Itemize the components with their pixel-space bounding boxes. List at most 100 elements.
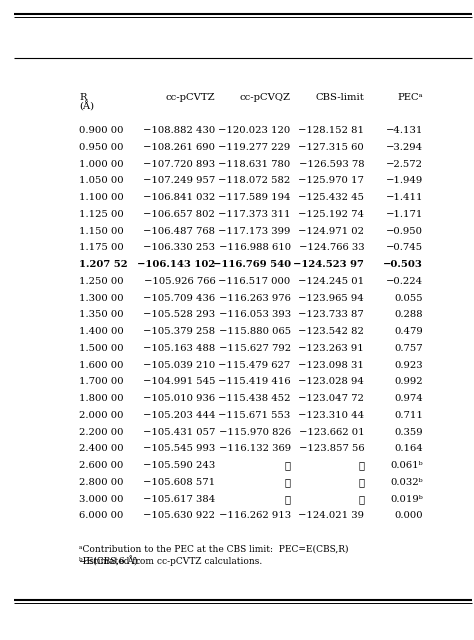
Text: −115.970 826: −115.970 826: [219, 428, 291, 436]
Text: −125.432 45: −125.432 45: [298, 193, 364, 202]
Text: −115.438 452: −115.438 452: [218, 394, 291, 403]
Text: −116.263 976: −116.263 976: [219, 294, 291, 303]
Text: −106.657 802: −106.657 802: [144, 210, 215, 219]
Text: −115.880 065: −115.880 065: [219, 327, 291, 336]
Text: −105.528 293: −105.528 293: [143, 310, 215, 319]
Text: −107.249 957: −107.249 957: [143, 177, 215, 186]
Text: −105.010 936: −105.010 936: [143, 394, 215, 403]
Text: −116.132 369: −116.132 369: [219, 444, 291, 453]
Text: −124.245 01: −124.245 01: [298, 277, 364, 286]
Text: 1.700 00: 1.700 00: [80, 378, 124, 387]
Text: ᵃContribution to the PEC at the CBS limit:  PEC=E(CBS,R): ᵃContribution to the PEC at the CBS limi…: [80, 545, 349, 554]
Text: −115.671 553: −115.671 553: [219, 411, 291, 420]
Text: −3.294: −3.294: [386, 143, 423, 152]
Text: 6.000 00: 6.000 00: [80, 511, 124, 520]
Text: 0.288: 0.288: [394, 310, 423, 319]
Text: −105.379 258: −105.379 258: [143, 327, 215, 336]
Text: −123.047 72: −123.047 72: [298, 394, 364, 403]
Text: 0.711: 0.711: [394, 411, 423, 420]
Text: ⋯: ⋯: [358, 478, 364, 487]
Text: −128.152 81: −128.152 81: [298, 126, 364, 135]
Text: −116.988 610: −116.988 610: [219, 243, 291, 252]
Text: −105.590 243: −105.590 243: [143, 461, 215, 470]
Text: −108.261 690: −108.261 690: [143, 143, 215, 152]
Text: −1.171: −1.171: [385, 210, 423, 219]
Text: ⋯: ⋯: [285, 461, 291, 470]
Text: 1.175 00: 1.175 00: [80, 243, 124, 252]
Text: −0.745: −0.745: [386, 243, 423, 252]
Text: 0.000: 0.000: [394, 511, 423, 520]
Text: CBS-limit: CBS-limit: [315, 93, 364, 102]
Text: −123.662 01: −123.662 01: [299, 428, 364, 436]
Text: 0.757: 0.757: [394, 344, 423, 353]
Text: −105.617 384: −105.617 384: [143, 495, 215, 504]
Text: 2.000 00: 2.000 00: [80, 411, 124, 420]
Text: 1.100 00: 1.100 00: [80, 193, 124, 202]
Text: 1.207 52: 1.207 52: [80, 260, 128, 269]
Text: −120.023 120: −120.023 120: [219, 126, 291, 135]
Text: 0.479: 0.479: [394, 327, 423, 336]
Text: 0.950 00: 0.950 00: [80, 143, 124, 152]
Text: −125.970 17: −125.970 17: [298, 177, 364, 186]
Text: 2.400 00: 2.400 00: [80, 444, 124, 453]
Text: 1.000 00: 1.000 00: [80, 159, 124, 168]
Text: 0.359: 0.359: [394, 428, 423, 436]
Text: −123.098 31: −123.098 31: [298, 361, 364, 370]
Text: −105.039 210: −105.039 210: [143, 361, 215, 370]
Text: −116.769 540: −116.769 540: [212, 260, 291, 269]
Text: −119.277 229: −119.277 229: [219, 143, 291, 152]
Text: 0.992: 0.992: [394, 378, 423, 387]
Text: 0.164: 0.164: [394, 444, 423, 453]
Text: −115.627 792: −115.627 792: [219, 344, 291, 353]
Text: −106.841 032: −106.841 032: [143, 193, 215, 202]
Text: −E(CBS,6 Å).: −E(CBS,6 Å).: [80, 556, 141, 566]
Text: −105.431 057: −105.431 057: [143, 428, 215, 436]
Text: −106.330 253: −106.330 253: [143, 243, 215, 252]
Text: −126.593 78: −126.593 78: [299, 159, 364, 168]
Text: 1.350 00: 1.350 00: [80, 310, 124, 319]
Text: −115.419 416: −115.419 416: [218, 378, 291, 387]
Text: 1.500 00: 1.500 00: [80, 344, 124, 353]
Text: PECᵃ: PECᵃ: [397, 93, 423, 102]
Text: −117.173 399: −117.173 399: [219, 227, 291, 236]
Text: −123.263 91: −123.263 91: [299, 344, 364, 353]
Text: −116.053 393: −116.053 393: [219, 310, 291, 319]
Text: −123.857 56: −123.857 56: [299, 444, 364, 453]
Text: 0.061ᵇ: 0.061ᵇ: [390, 461, 423, 470]
Text: −0.224: −0.224: [386, 277, 423, 286]
Text: −1.411: −1.411: [385, 193, 423, 202]
Text: −105.709 436: −105.709 436: [143, 294, 215, 303]
Text: −105.630 922: −105.630 922: [143, 511, 215, 520]
Text: −117.589 194: −117.589 194: [218, 193, 291, 202]
Text: ⋯: ⋯: [285, 495, 291, 504]
Text: −124.971 02: −124.971 02: [298, 227, 364, 236]
Text: −124.523 97: −124.523 97: [293, 260, 364, 269]
Text: −125.192 74: −125.192 74: [298, 210, 364, 219]
Text: ⋯: ⋯: [358, 461, 364, 470]
Text: −105.203 444: −105.203 444: [143, 411, 215, 420]
Text: −123.542 82: −123.542 82: [298, 327, 364, 336]
Text: −105.608 571: −105.608 571: [143, 478, 215, 487]
Text: 1.150 00: 1.150 00: [80, 227, 124, 236]
Text: ⋯: ⋯: [358, 495, 364, 504]
Text: ⋯: ⋯: [285, 478, 291, 487]
Text: 1.400 00: 1.400 00: [80, 327, 124, 336]
Text: 1.600 00: 1.600 00: [80, 361, 124, 370]
Text: −1.949: −1.949: [386, 177, 423, 186]
Text: −106.487 768: −106.487 768: [143, 227, 215, 236]
Text: −123.965 94: −123.965 94: [299, 294, 364, 303]
Text: −105.545 993: −105.545 993: [143, 444, 215, 453]
Text: −4.131: −4.131: [385, 126, 423, 135]
Text: −0.950: −0.950: [386, 227, 423, 236]
Text: 0.974: 0.974: [394, 394, 423, 403]
Text: 0.055: 0.055: [394, 294, 423, 303]
Text: −127.315 60: −127.315 60: [299, 143, 364, 152]
Text: 0.019ᵇ: 0.019ᵇ: [390, 495, 423, 504]
Text: 0.900 00: 0.900 00: [80, 126, 124, 135]
Text: 0.032ᵇ: 0.032ᵇ: [390, 478, 423, 487]
Text: −108.882 430: −108.882 430: [143, 126, 215, 135]
Text: R: R: [80, 93, 87, 102]
Text: −123.310 44: −123.310 44: [298, 411, 364, 420]
Text: 2.600 00: 2.600 00: [80, 461, 124, 470]
Text: cc-pCVTZ: cc-pCVTZ: [166, 93, 215, 102]
